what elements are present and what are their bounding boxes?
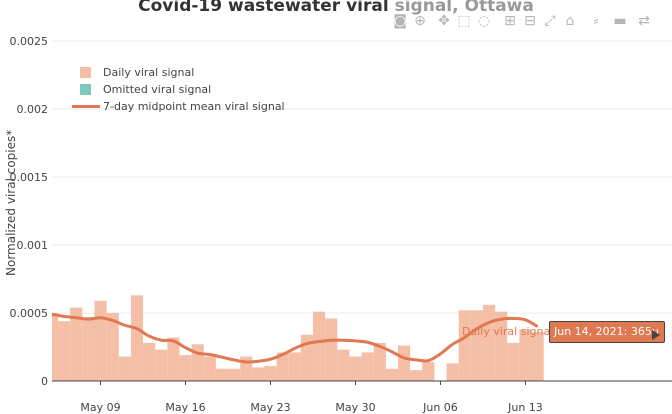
zoom-icon[interactable]: ⊕	[414, 13, 426, 29]
bar	[410, 370, 423, 381]
spike-lines-icon[interactable]: ⸗	[593, 13, 599, 29]
x-tick-label: Jun 06	[422, 401, 458, 414]
bar	[470, 310, 483, 381]
legend-swatch-omitted	[80, 84, 91, 95]
bar	[264, 366, 277, 381]
bar	[58, 321, 71, 381]
legend-swatch-daily	[80, 67, 91, 78]
hover-tooltip-pointer	[652, 330, 660, 340]
bar	[191, 344, 204, 381]
bar	[252, 367, 265, 381]
pan-icon[interactable]: ✥	[438, 13, 450, 29]
chart-title: Covid-19 wastewater viral signal, Ottawa	[0, 0, 672, 16]
bar	[143, 342, 156, 381]
bar	[52, 313, 59, 381]
autoscale-icon[interactable]: ⤢	[544, 13, 556, 29]
bar	[179, 355, 192, 381]
bar	[215, 368, 229, 381]
legend: Daily viral signal Omitted viral signal …	[72, 64, 285, 115]
x-tick-label: May 30	[335, 401, 375, 414]
hover-compare-icon[interactable]: ⇄	[638, 13, 650, 29]
bar	[325, 318, 338, 381]
bar	[507, 342, 520, 381]
bar	[422, 361, 435, 381]
box-select-icon[interactable]: ⬚	[457, 13, 471, 29]
x-tick-label: May 16	[165, 401, 205, 414]
bar	[531, 332, 544, 381]
zoom-in-icon[interactable]: ⊞	[504, 13, 516, 29]
hover-series-label: Daily viral signal	[462, 325, 554, 338]
hover-closest-icon[interactable]: ▬	[613, 13, 627, 29]
bar	[130, 295, 144, 381]
hover-tooltip: Jun 14, 2021: 365µ	[549, 321, 665, 343]
y-tick-label: 0.001	[17, 239, 49, 252]
bar	[337, 349, 350, 381]
bar	[385, 368, 398, 381]
bar	[203, 356, 216, 381]
chart-title-faded: signal, Ottawa	[394, 0, 534, 16]
bar	[155, 349, 168, 381]
bar	[495, 311, 508, 381]
bar	[446, 363, 459, 381]
bar	[397, 345, 411, 381]
camera-icon[interactable]: ◙	[393, 13, 407, 29]
bar	[361, 352, 374, 381]
bar	[94, 300, 107, 381]
bar	[373, 342, 386, 381]
y-axis-label: Normalized viral copies*	[4, 129, 18, 276]
bar	[82, 317, 95, 381]
mean-line	[51, 312, 539, 364]
zoom-out-icon[interactable]: ⊟	[524, 13, 536, 29]
y-tick-label: 0.0025	[10, 35, 49, 48]
bar	[349, 356, 362, 381]
bar	[313, 311, 326, 381]
x-tick-label: May 23	[250, 401, 290, 414]
legend-label-daily: Daily viral signal	[103, 66, 195, 79]
legend-label-omitted: Omitted viral signal	[103, 83, 212, 96]
chart-title-main: Covid-19 wastewater viral	[138, 0, 395, 16]
bar	[482, 304, 496, 381]
legend-swatch-mean	[72, 105, 100, 108]
x-tick-label: Jun 13	[507, 401, 543, 414]
bar	[519, 329, 532, 381]
bar	[70, 307, 83, 381]
bar	[276, 352, 289, 381]
legend-item-daily[interactable]: Daily viral signal	[72, 64, 285, 81]
lasso-select-icon[interactable]: ◌	[477, 13, 491, 29]
bar	[167, 337, 180, 381]
bar	[106, 313, 119, 381]
legend-item-omitted[interactable]: Omitted viral signal	[72, 81, 285, 98]
bar	[300, 334, 314, 381]
y-tick-label: 0.002	[17, 103, 49, 116]
bar	[288, 352, 301, 381]
y-tick-label: 0.0005	[10, 307, 49, 320]
legend-item-mean[interactable]: 7-day midpoint mean viral signal	[72, 98, 285, 115]
legend-label-mean: 7-day midpoint mean viral signal	[103, 100, 285, 113]
y-tick-label: 0	[41, 375, 48, 388]
reset-axes-icon[interactable]: ⌂	[565, 13, 575, 29]
bar	[458, 310, 471, 381]
bar	[228, 368, 241, 381]
x-tick-label: May 09	[80, 401, 120, 414]
y-tick-label: 0.0015	[10, 171, 49, 184]
bar	[118, 356, 131, 381]
